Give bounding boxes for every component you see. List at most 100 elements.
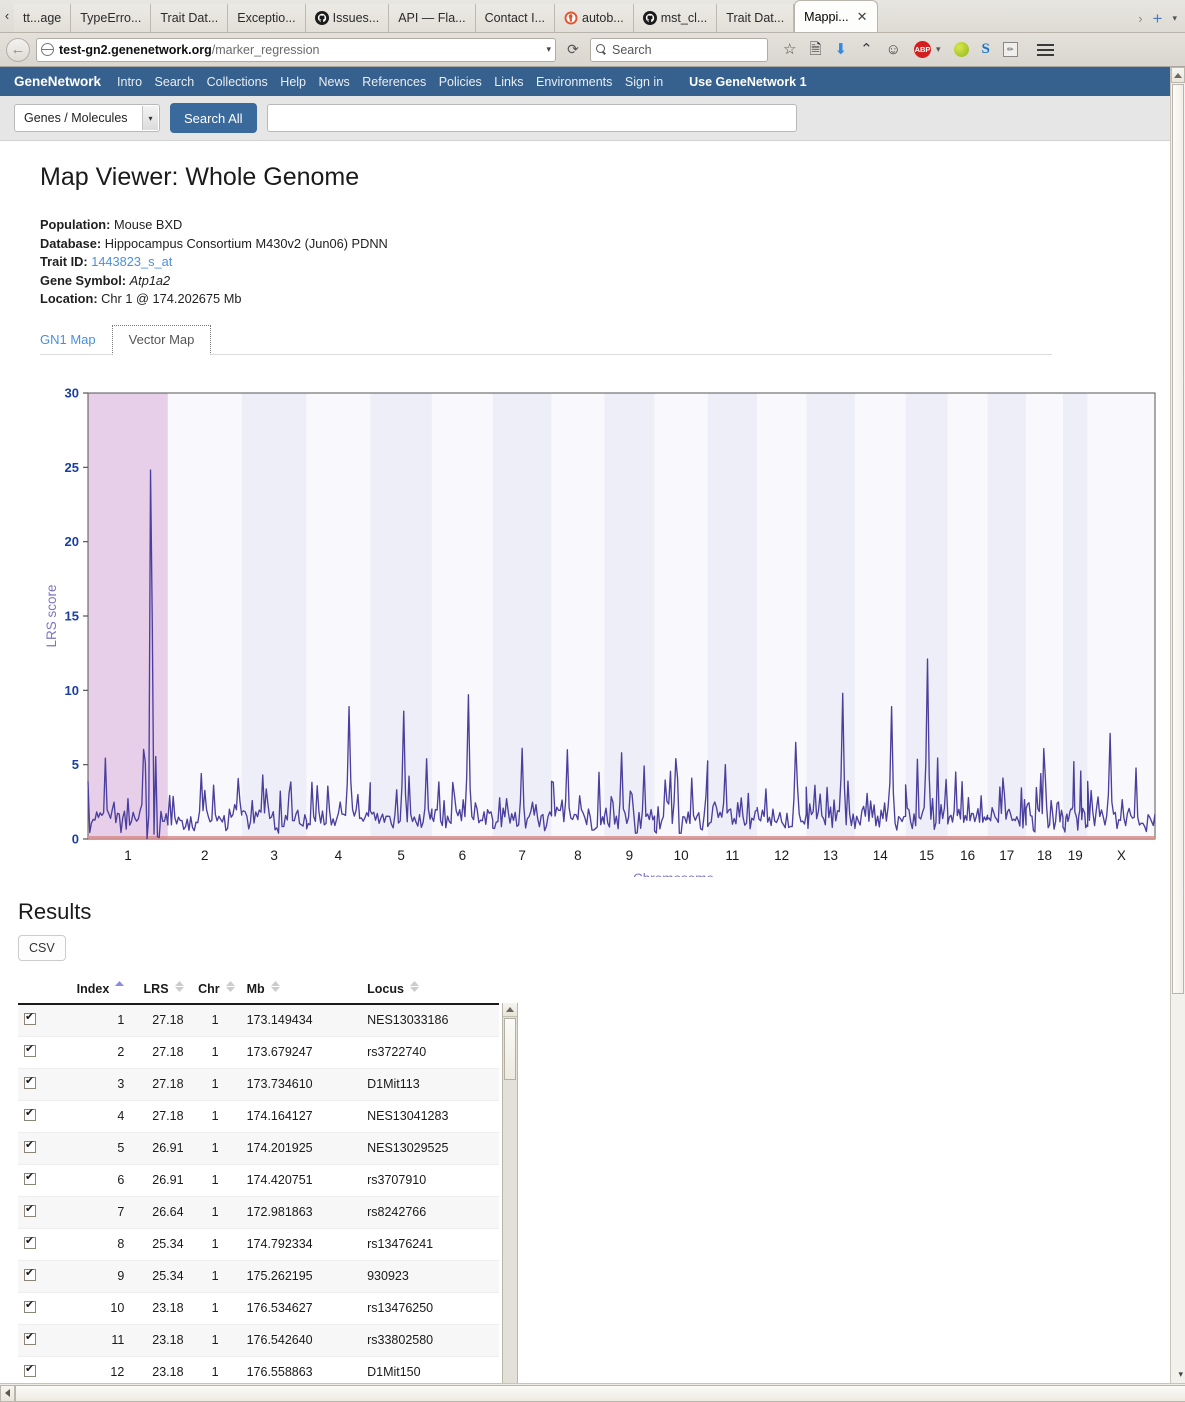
sort-toggle-icon[interactable] xyxy=(270,980,280,992)
sort-ascending-icon[interactable] xyxy=(115,980,125,992)
gn-nav-collections[interactable]: Collections xyxy=(206,74,268,89)
row-checkbox-cell[interactable] xyxy=(18,1036,53,1069)
column-header-index[interactable]: Index xyxy=(52,972,131,1005)
search-category-select[interactable]: Genes / Molecules ▾ xyxy=(14,104,160,132)
sort-toggle-icon[interactable] xyxy=(225,980,235,992)
horizontal-scrollbar-thumb[interactable] xyxy=(15,1384,1185,1402)
gn-nav-search[interactable]: Search xyxy=(154,74,195,89)
row-checkbox[interactable] xyxy=(24,1203,36,1217)
browser-tab[interactable]: autob... xyxy=(555,4,634,32)
row-checkbox[interactable] xyxy=(24,1267,36,1281)
tab-list-chevron-down-icon[interactable]: ▾ xyxy=(1172,13,1177,23)
download-icon[interactable]: ⬇ xyxy=(834,41,848,58)
horizontal-scroll-track[interactable] xyxy=(15,1384,1185,1402)
home-icon[interactable]: ⌃ xyxy=(860,41,873,58)
browser-tab[interactable]: tt...age xyxy=(14,4,72,32)
row-checkbox-cell[interactable] xyxy=(18,1164,53,1197)
browser-tab[interactable]: Trait Dat... xyxy=(717,4,795,32)
column-header-mb[interactable]: Mb xyxy=(240,972,362,1005)
site-search-input[interactable] xyxy=(266,104,797,132)
gn-nav-intro[interactable]: Intro xyxy=(117,74,143,89)
page-scroll-up-button[interactable] xyxy=(1171,67,1185,83)
page-scroll-down-button[interactable]: ▾ xyxy=(1178,1369,1183,1379)
gn-nav-links[interactable]: Links xyxy=(494,74,524,89)
gn-nav-environments[interactable]: Environments xyxy=(535,74,613,89)
notepad-icon[interactable]: ✏ xyxy=(1002,42,1018,57)
row-checkbox[interactable] xyxy=(24,1235,36,1249)
column-header-lrs[interactable]: LRS xyxy=(130,972,190,1005)
tab-gn1-map[interactable]: GN1 Map xyxy=(40,331,96,347)
browser-tab[interactable]: TypeErro... xyxy=(71,4,152,32)
use-genenetwork-1-link[interactable]: Use GeneNetwork 1 xyxy=(689,74,807,89)
row-checkbox[interactable] xyxy=(24,1075,36,1089)
genome-map-chart[interactable]: 0 5 10 15 20 25 30 LRS score 1 2 3 4 5 6 7 8 9 10 11 12 13 14… xyxy=(40,387,1160,877)
row-checkbox[interactable] xyxy=(24,1299,36,1313)
genenetwork-brand[interactable]: GeneNetwork xyxy=(14,74,102,89)
row-checkbox-cell[interactable] xyxy=(18,1292,53,1325)
browser-tab[interactable]: Mappi... ✕ xyxy=(794,0,878,32)
results-table-scrollbar[interactable] xyxy=(502,1002,518,1389)
skype-icon[interactable]: S xyxy=(981,41,990,57)
adblock-chevron-down-icon[interactable]: ▾ xyxy=(936,44,941,54)
row-checkbox[interactable] xyxy=(24,1043,36,1057)
back-button[interactable]: ← xyxy=(6,37,30,62)
column-header-chr[interactable]: Chr xyxy=(189,972,241,1005)
url-bar[interactable]: test-gn2.genenetwork.org/marker_regressi… xyxy=(36,37,556,62)
row-checkbox-cell[interactable] xyxy=(18,1068,53,1101)
reader-list-icon[interactable]: 🗎 xyxy=(809,41,822,58)
smiley-icon[interactable]: ☺ xyxy=(885,41,901,58)
gn-nav-policies[interactable]: Policies xyxy=(438,74,482,89)
browser-search-box[interactable]: Search xyxy=(590,37,768,62)
row-checkbox-cell[interactable] xyxy=(18,1228,53,1261)
csv-export-button[interactable]: CSV xyxy=(18,934,66,961)
browser-tab[interactable]: Contact I... xyxy=(475,4,556,32)
row-checkbox-cell[interactable] xyxy=(18,1132,53,1165)
row-checkbox[interactable] xyxy=(24,1107,36,1121)
browser-tab[interactable]: Exceptio... xyxy=(228,4,306,32)
row-checkbox-cell[interactable] xyxy=(18,1003,53,1037)
gn-nav-news[interactable]: News xyxy=(318,74,350,89)
row-checkbox[interactable] xyxy=(24,1011,36,1025)
adblock-icon[interactable]: ABP xyxy=(914,41,931,58)
page-scroll-left-button[interactable] xyxy=(0,1384,15,1402)
table-scroll-up-button[interactable] xyxy=(503,1002,517,1017)
row-checkbox[interactable] xyxy=(24,1363,36,1377)
gn-nav-sign-in[interactable]: Sign in xyxy=(624,74,664,89)
sort-toggle-icon[interactable] xyxy=(174,980,184,992)
browser-tab[interactable]: mst_cl... xyxy=(633,4,718,32)
tab-vector-map[interactable]: Vector Map xyxy=(111,324,212,355)
page-vertical-scrollbar[interactable] xyxy=(1170,67,1185,1402)
reload-button[interactable]: ⟳ xyxy=(562,38,584,62)
gn-nav-references[interactable]: References xyxy=(362,74,427,89)
row-checkbox[interactable] xyxy=(24,1171,36,1185)
gn-nav-help[interactable]: Help xyxy=(280,74,307,89)
menu-icon[interactable] xyxy=(1036,43,1054,56)
tabstrip-scroll-right-button[interactable]: › xyxy=(1138,11,1143,26)
trait-id-link[interactable]: 1443823_s_at xyxy=(91,254,173,270)
star-icon[interactable]: ☆ xyxy=(783,41,797,58)
table-scrollbar-thumb[interactable] xyxy=(504,1017,516,1080)
row-checkbox-cell[interactable] xyxy=(18,1100,53,1133)
row-checkbox-cell[interactable] xyxy=(18,1324,53,1357)
page-horizontal-scrollbar[interactable] xyxy=(0,1383,1185,1402)
sort-toggle-icon[interactable] xyxy=(409,980,419,992)
row-checkbox-cell[interactable] xyxy=(18,1260,53,1293)
row-checkbox[interactable] xyxy=(24,1139,36,1153)
search-all-button[interactable]: Search All xyxy=(170,103,257,133)
url-dropdown-chevron-down-icon[interactable]: ▾ xyxy=(546,44,551,54)
browser-tab[interactable]: Issues... xyxy=(305,4,390,32)
browser-tab[interactable]: Trait Dat... xyxy=(151,4,229,32)
page-scrollbar-thumb[interactable] xyxy=(1172,84,1184,994)
column-header-locus[interactable]: Locus xyxy=(361,972,499,1005)
